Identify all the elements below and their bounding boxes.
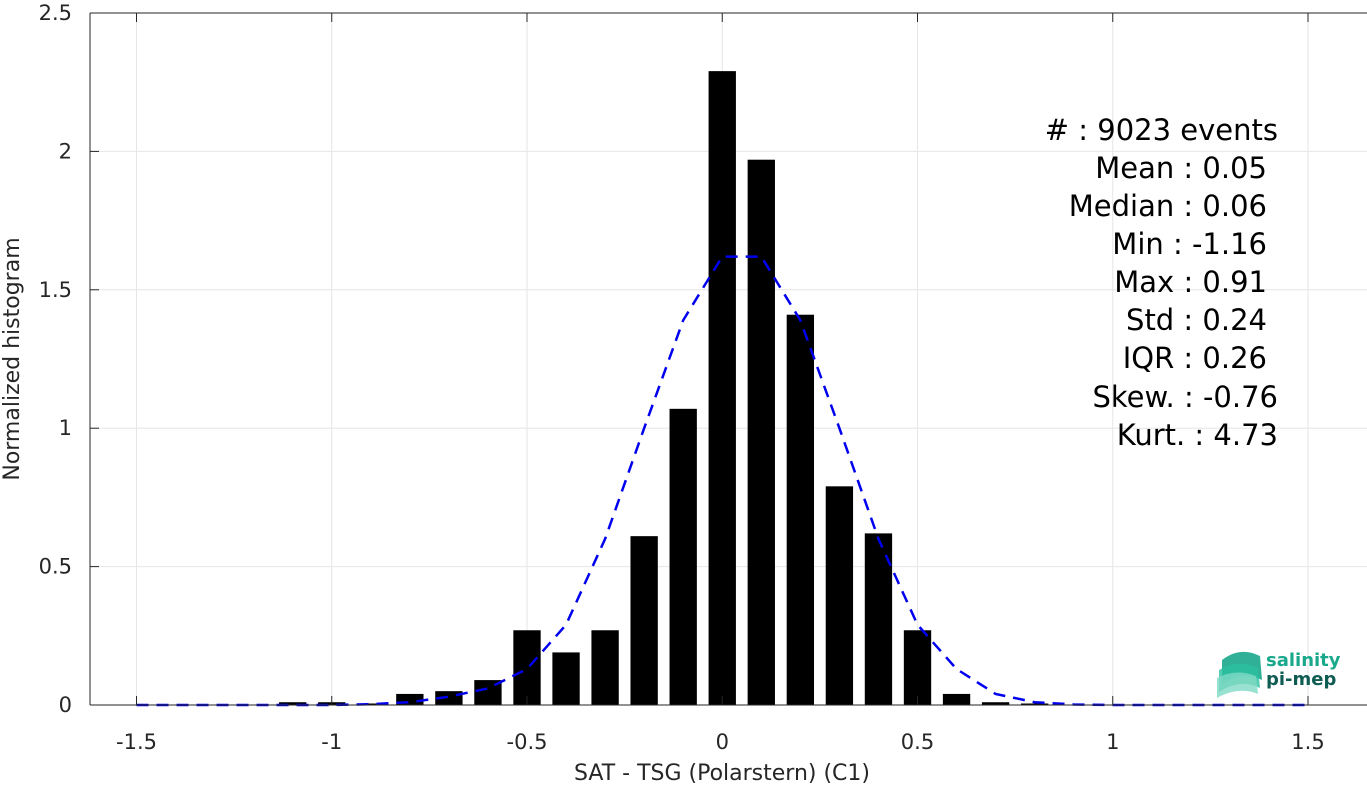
stat-kurt: Kurt. : 4.73 [1117,418,1278,452]
x-tick-label: 1 [1106,730,1119,754]
stat-max: Max : 0.91 [1114,265,1267,299]
axes-layer [89,12,1367,706]
histogram-bar [864,533,893,705]
stat-std: Std : 0.24 [1126,303,1267,337]
histogram-bar [279,702,307,705]
y-tick-label: 0 [59,693,72,717]
x-tick-label: 1.5 [1291,730,1324,754]
stat-mean: Mean : 0.05 [1095,151,1267,185]
x-tick-label: -1.5 [116,730,157,754]
logo-line1: salinity [1266,650,1341,671]
histogram-bar [825,486,854,705]
histogram-bar [786,314,815,705]
histogram-bar [981,702,1010,705]
histogram-bar [942,693,971,705]
y-tick-label: 2.5 [39,1,72,25]
x-ticks: -1.5 -1 -0.5 0 0.5 1 1.5 [116,13,1325,754]
histogram-bar [630,536,658,705]
wave-logo-icon [1217,651,1262,698]
y-tick-label: 1.5 [39,278,72,302]
y-ticks: 0 0.5 1 1.5 2 2.5 [39,1,99,717]
salinity-pimep-logo: salinity pi-mep [1217,650,1341,698]
histogram-bar [708,71,736,706]
histogram-bar [747,159,775,706]
histogram-bar [357,703,385,705]
histogram-bar [903,630,932,705]
bars-layer [279,71,1049,706]
y-tick-label: 2 [59,139,72,163]
x-tick-label: 0 [716,730,729,754]
x-tick-label: -0.5 [507,730,548,754]
stat-iqr: IQR : 0.26 [1123,341,1267,375]
y-axis-label: Normalized histogram [0,237,25,480]
histogram-bar [396,693,424,705]
histogram-bar [591,630,619,705]
histogram-bar [435,691,463,705]
x-tick-label: -1 [321,730,342,754]
stat-min: Min : -1.16 [1112,227,1267,261]
logo-line2: pi-mep [1266,669,1336,690]
stats-box: # : 9023 events Mean : 0.05 Median : 0.0… [1045,113,1278,452]
x-tick-label: 0.5 [901,730,934,754]
histogram-bar [513,630,541,705]
y-tick-label: 1 [59,416,72,440]
histogram-bar [552,652,580,705]
histogram-bar [1020,703,1049,705]
histogram-bar [669,408,697,705]
y-tick-label: 0.5 [39,555,72,579]
stat-skew: Skew. : -0.76 [1092,380,1278,414]
stat-count: # : 9023 events [1045,113,1278,147]
x-axis-label: SAT - TSG (Polarstern) (C1) [574,761,870,785]
stat-median: Median : 0.06 [1069,189,1267,223]
